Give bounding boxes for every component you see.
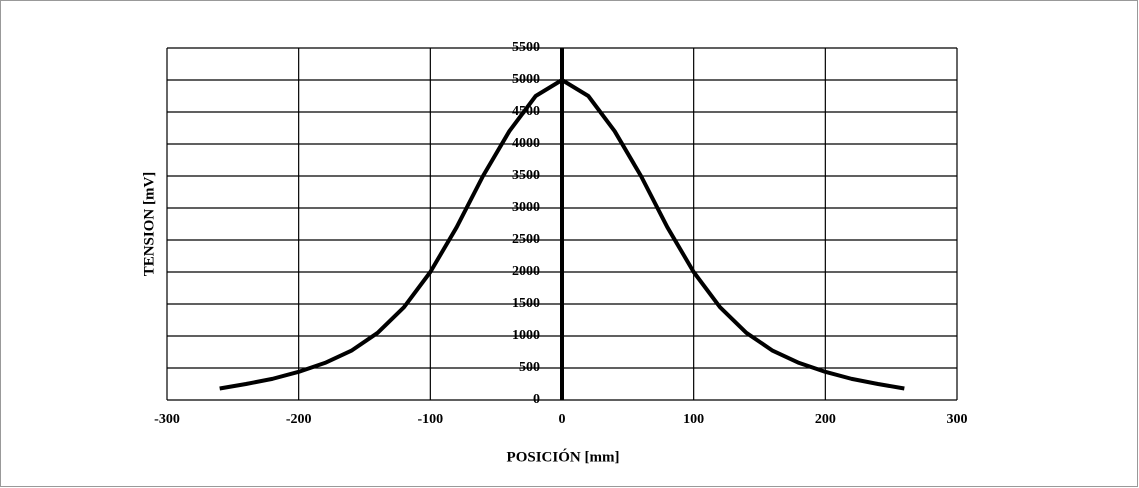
- y-tick-label: 2000: [512, 264, 540, 279]
- line: [219, 78, 905, 391]
- y-tick-label: 3500: [512, 168, 540, 183]
- x-tick-label: -300: [154, 412, 180, 427]
- y-tick-label: 2500: [512, 232, 540, 247]
- x-axis-label: POSICIÓN [mm]: [507, 448, 620, 465]
- y-tick-label: 5000: [512, 72, 540, 87]
- y-tick-label: 3000: [512, 200, 540, 215]
- y-tick-label: 4000: [512, 136, 540, 151]
- y-axis-label: TENSION [mV]: [141, 172, 157, 277]
- x-tick-label: 100: [683, 412, 704, 427]
- y-tick-label: 0: [533, 392, 540, 407]
- x-tick-label: 200: [815, 412, 836, 427]
- x-tick-label: -200: [286, 412, 312, 427]
- x-tick-label: -100: [417, 412, 443, 427]
- y-tick-label: 5500: [512, 40, 540, 55]
- x-tick-label: 0: [559, 412, 566, 427]
- x-tick-label: 300: [947, 412, 968, 427]
- y-tick-label: 500: [519, 360, 540, 375]
- y-tick-label: 1000: [512, 328, 540, 343]
- y-tick-label: 1500: [512, 296, 540, 311]
